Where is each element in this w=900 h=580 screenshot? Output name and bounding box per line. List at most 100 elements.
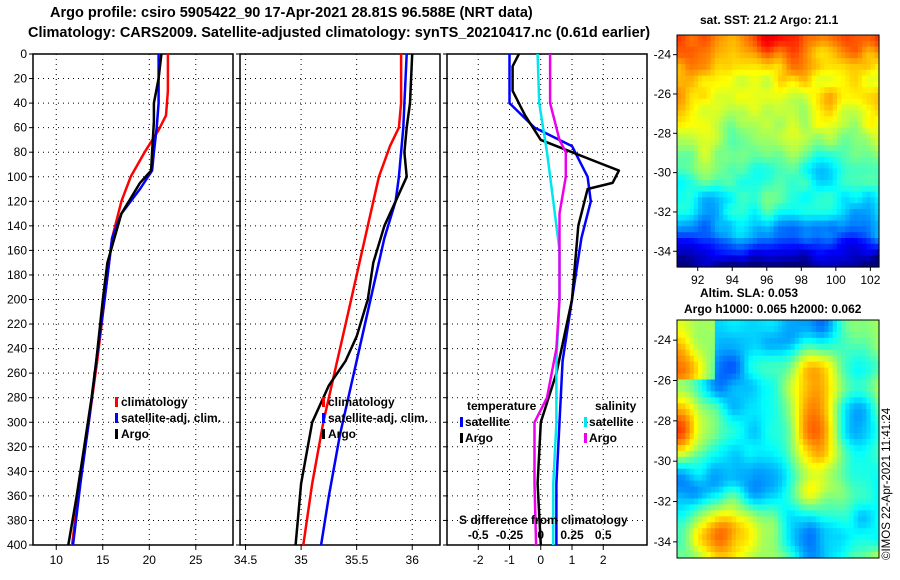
map-cell (866, 243, 872, 251)
map-cell (849, 52, 855, 59)
map-cell (853, 261, 859, 268)
legend-label: satellite-adj. clim. (328, 411, 428, 425)
map-cell (824, 427, 830, 434)
map-cell (845, 355, 851, 363)
map-cell (845, 40, 851, 48)
map-cell (790, 116, 796, 123)
map-cell (744, 534, 750, 541)
map-cell (874, 450, 880, 458)
map-cell (778, 226, 783, 233)
map-cell (744, 197, 750, 204)
map-cell (765, 98, 771, 106)
map-cell (794, 349, 800, 357)
map-cell (752, 397, 758, 404)
map-cell (841, 421, 846, 428)
map-cell (807, 255, 813, 262)
map-cell (849, 486, 855, 494)
map-cell (677, 320, 682, 327)
map-cell (744, 46, 750, 53)
map-cell (719, 355, 724, 363)
map-cell (744, 249, 750, 256)
map-cell (723, 232, 729, 239)
map-cell (748, 552, 754, 559)
map-cell (857, 174, 863, 181)
map-cell (832, 385, 838, 392)
map-cell (853, 433, 859, 440)
map-cell (824, 168, 830, 175)
map-cell (685, 116, 691, 123)
map-cell (853, 367, 859, 375)
map-cell (773, 139, 779, 146)
map-cell (811, 468, 817, 476)
map-cell (815, 385, 821, 392)
map-cell (815, 516, 821, 523)
map-cell (698, 162, 703, 169)
map-cell (849, 168, 855, 175)
map-cell (849, 343, 855, 351)
map-cell (786, 232, 792, 239)
map-cell (740, 40, 745, 48)
map-cell (744, 40, 750, 48)
map-cell (693, 320, 699, 327)
map-cell (786, 203, 792, 210)
map-cell (866, 122, 872, 129)
map-cell (832, 343, 838, 351)
map-cell (727, 261, 733, 268)
map-cell (836, 58, 842, 65)
map-cell (706, 540, 712, 547)
map-cell (681, 145, 687, 152)
map-cell (756, 226, 762, 233)
map-cell (677, 355, 682, 363)
map-cell (820, 504, 825, 511)
map-cell (862, 220, 867, 227)
map-cell (807, 534, 813, 541)
map-cell (811, 325, 817, 333)
map-cell (849, 243, 855, 251)
map-cell (698, 75, 703, 82)
map-cell (765, 320, 771, 327)
map-cell (723, 145, 729, 152)
map-cell (824, 462, 830, 470)
map-cell (735, 468, 741, 476)
map-cell (815, 214, 821, 222)
map-cell (849, 480, 855, 488)
map-cell (786, 534, 792, 541)
map-cell (828, 337, 834, 345)
map-cell (849, 504, 855, 511)
map-cell (710, 174, 716, 181)
map-cell (811, 361, 817, 369)
map-cell (874, 75, 880, 82)
map-cell (685, 486, 691, 494)
map-cell (723, 361, 729, 369)
map-cell (832, 546, 838, 553)
map-cell (832, 415, 838, 422)
map-cell (727, 116, 733, 123)
map-cell (807, 343, 813, 351)
map-cell (845, 52, 851, 59)
map-cell (744, 522, 750, 529)
legend-swatch (322, 413, 325, 423)
map-cell (706, 197, 712, 204)
map-cell (727, 439, 733, 446)
map-cell (740, 492, 745, 500)
map-cell (803, 349, 809, 357)
map-cell (870, 349, 876, 357)
map-cell (836, 361, 842, 369)
map-cell (841, 209, 846, 216)
map-cell (824, 331, 830, 339)
map-cell (731, 58, 737, 65)
map-cell (681, 104, 687, 111)
map-cell (786, 492, 792, 500)
map-cell (778, 433, 783, 440)
map-cell (820, 174, 825, 181)
map-cell (824, 456, 830, 464)
map-cell (727, 349, 733, 357)
map-cell (769, 349, 775, 357)
map-cell (677, 203, 682, 210)
map-cell (714, 162, 720, 169)
map-cell (714, 415, 720, 422)
map-cell (782, 122, 788, 129)
map-cell (828, 331, 834, 339)
map-y-tick-label: -26 (654, 87, 672, 101)
map-cell (811, 209, 817, 216)
